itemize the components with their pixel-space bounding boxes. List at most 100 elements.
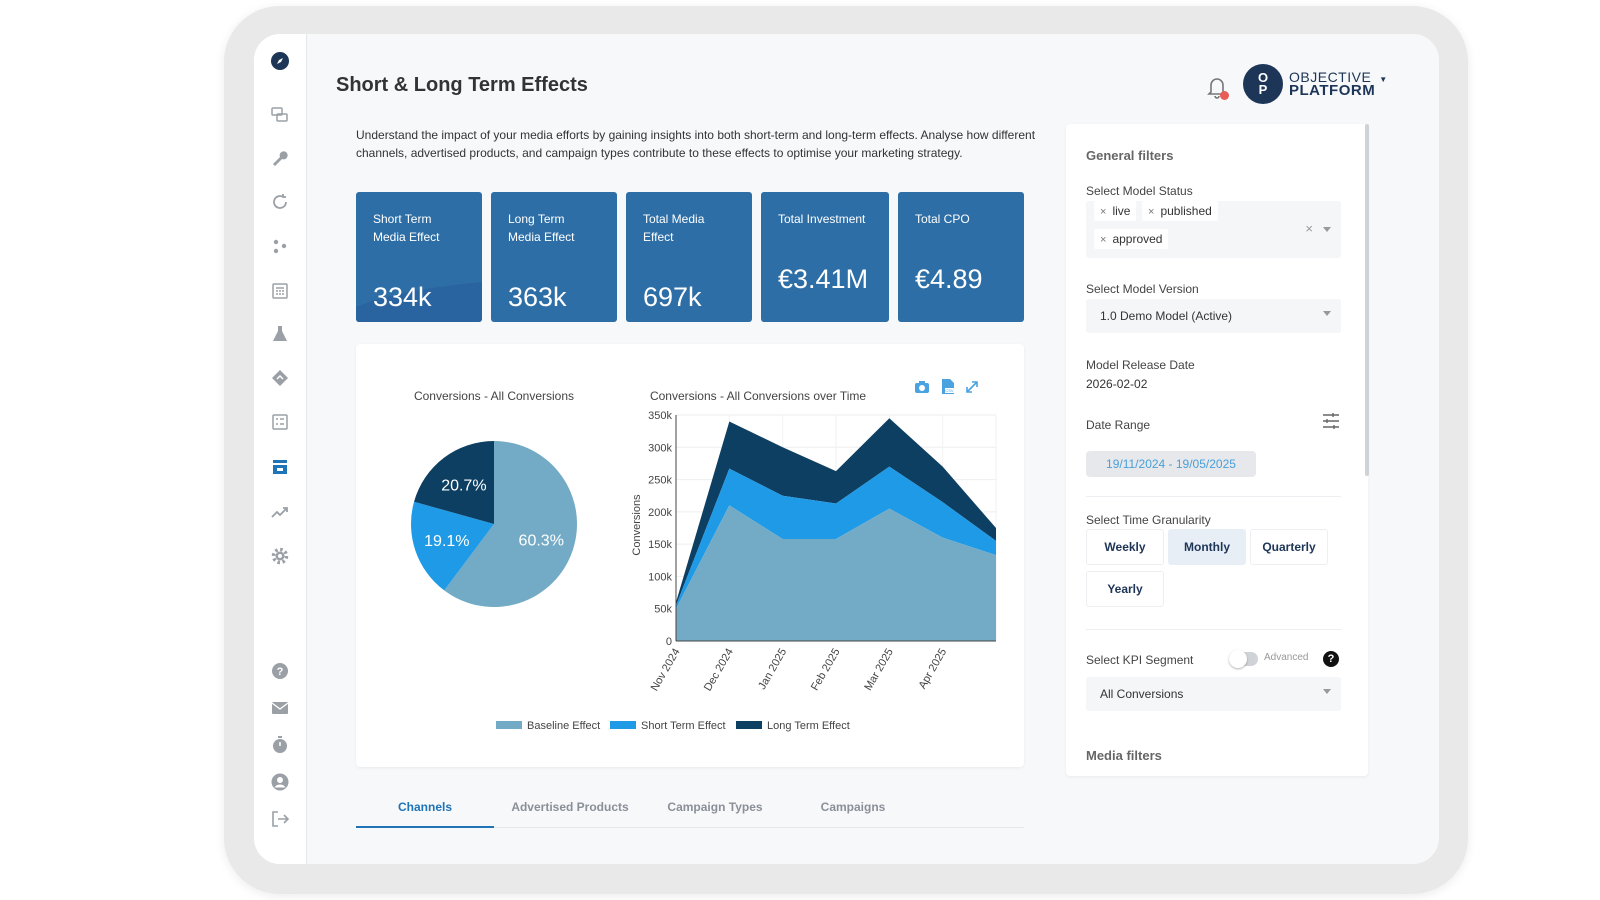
pie-label: 20.7% bbox=[441, 477, 486, 494]
kpi-value: 697k bbox=[643, 282, 702, 312]
pie-slice[interactable] bbox=[411, 501, 494, 591]
refresh-icon[interactable] bbox=[269, 191, 291, 213]
release-date-value: 2026-02-02 bbox=[1086, 377, 1148, 391]
clear-icon[interactable]: × bbox=[1305, 221, 1313, 236]
pie-slice[interactable] bbox=[414, 441, 494, 524]
area-chart: 0 50k 100k 150k 200k 250k 300k 350k Nov 2024 Dec … bbox=[648, 410, 997, 694]
notification-dot bbox=[1220, 91, 1229, 100]
gear-icon[interactable] bbox=[269, 545, 291, 567]
flask-icon[interactable] bbox=[269, 323, 291, 345]
legend-swatch bbox=[496, 721, 522, 729]
trend-icon[interactable] bbox=[269, 501, 291, 523]
page-title: Short & Long Term Effects bbox=[336, 74, 588, 96]
tab-advertised-products[interactable]: Advertised Products bbox=[511, 800, 629, 814]
chip-approved[interactable]: × approved bbox=[1094, 229, 1169, 249]
model-version-label: Select Model Version bbox=[1086, 282, 1199, 296]
y-tick-label: 150k bbox=[648, 539, 672, 551]
pie-label: 19.1% bbox=[424, 533, 469, 550]
user-icon[interactable] bbox=[269, 771, 291, 793]
x-tick-label: Nov 2024 bbox=[649, 647, 683, 694]
logout-icon[interactable] bbox=[269, 808, 291, 830]
pie-label: 60.3% bbox=[519, 533, 564, 550]
kpi-value: €3.41M bbox=[778, 264, 869, 294]
y-tick-label: 250k bbox=[648, 475, 672, 487]
timer-icon[interactable] bbox=[269, 734, 291, 756]
tab-channels[interactable]: Channels bbox=[356, 792, 494, 828]
wrench-icon[interactable] bbox=[269, 147, 291, 169]
remove-chip-icon[interactable]: × bbox=[1148, 206, 1155, 218]
legend-label[interactable]: Long Term Effect bbox=[767, 720, 850, 732]
legend-label[interactable]: Short Term Effect bbox=[641, 720, 726, 732]
tab-campaigns[interactable]: Campaigns bbox=[820, 800, 886, 814]
granularity-yearly[interactable]: Yearly bbox=[1086, 571, 1164, 607]
help-icon[interactable]: ? bbox=[1323, 651, 1339, 667]
kpi-card-total-cpo: Total CPO €4.89 bbox=[898, 192, 1024, 322]
model-status-select[interactable]: × live × published × approved × bbox=[1086, 201, 1341, 258]
area-series[interactable] bbox=[676, 505, 996, 641]
y-tick-label: 100k bbox=[648, 571, 672, 583]
chevron-down-icon[interactable]: ▼ bbox=[1379, 74, 1388, 84]
chevron-down-icon[interactable] bbox=[1323, 689, 1331, 694]
tab-campaign-types[interactable]: Campaign Types bbox=[667, 800, 763, 814]
area-series[interactable] bbox=[676, 466, 996, 609]
granularity-quarterly[interactable]: Quarterly bbox=[1250, 529, 1328, 565]
kpi-value: 334k bbox=[373, 282, 432, 312]
date-range-label: Date Range bbox=[1086, 418, 1151, 432]
area-series[interactable] bbox=[676, 418, 996, 606]
legend-label[interactable]: Baseline Effect bbox=[527, 720, 600, 732]
remove-chip-icon[interactable]: × bbox=[1100, 234, 1107, 246]
x-tick-label: Jan 2025 bbox=[756, 647, 789, 692]
release-date-label: Model Release Date bbox=[1086, 358, 1195, 372]
sliders-icon[interactable] bbox=[1322, 412, 1340, 430]
store-icon[interactable] bbox=[269, 456, 291, 478]
x-tick-label: Mar 2025 bbox=[862, 647, 896, 693]
mail-icon[interactable] bbox=[269, 697, 291, 719]
charts-card: Conversions - All Conversions 60.3% 19.1%… bbox=[356, 344, 1024, 767]
compass-icon[interactable] bbox=[269, 50, 291, 72]
diamond-icon[interactable] bbox=[269, 367, 291, 389]
general-filters-title: General filters bbox=[1086, 148, 1174, 163]
download-csv-icon[interactable]: CSV bbox=[942, 379, 954, 394]
x-tick-label: Apr 2025 bbox=[917, 647, 950, 692]
chart-toolbar: CSV bbox=[915, 379, 978, 394]
page-intro: Understand the impact of your media effo… bbox=[356, 128, 1036, 160]
bell-icon[interactable] bbox=[1205, 74, 1229, 100]
filters-scrollbar[interactable] bbox=[1365, 124, 1369, 476]
granularity-weekly[interactable]: Weekly bbox=[1086, 529, 1164, 565]
kpi-segment-label: Select KPI Segment bbox=[1086, 653, 1194, 667]
camera-icon[interactable] bbox=[915, 381, 929, 393]
x-tick-label: Dec 2024 bbox=[702, 647, 736, 694]
svg-text:?: ? bbox=[277, 666, 284, 678]
list-icon[interactable] bbox=[269, 411, 291, 433]
nodes-icon[interactable] bbox=[269, 235, 291, 257]
kpi-card-total-media: Total Media Effect 697k bbox=[626, 192, 752, 322]
remove-chip-icon[interactable]: × bbox=[1100, 206, 1107, 218]
svg-text:CSV: CSV bbox=[945, 388, 954, 393]
help-icon[interactable]: ? bbox=[269, 660, 291, 682]
granularity-label: Select Time Granularity bbox=[1086, 513, 1211, 527]
legend-swatch bbox=[610, 721, 636, 729]
expand-icon[interactable] bbox=[966, 381, 978, 393]
advanced-toggle[interactable] bbox=[1229, 650, 1258, 668]
chevron-down-icon[interactable] bbox=[1323, 227, 1331, 232]
chip-published[interactable]: × published bbox=[1142, 201, 1218, 221]
pie-slice[interactable] bbox=[444, 441, 577, 607]
model-version-select[interactable]: 1.0 Demo Model (Active) bbox=[1086, 299, 1341, 333]
granularity-monthly[interactable]: Monthly bbox=[1168, 529, 1246, 565]
pie-title: Conversions - All Conversions bbox=[414, 389, 574, 403]
advanced-label: Advanced bbox=[1264, 652, 1309, 663]
chevron-down-icon[interactable] bbox=[1323, 311, 1331, 316]
pie-chart: 60.3% 19.1% 20.7% bbox=[411, 441, 577, 607]
calculator-icon[interactable] bbox=[269, 280, 291, 302]
media-filters-title: Media filters bbox=[1086, 748, 1162, 763]
kpi-value: 363k bbox=[508, 282, 567, 312]
chip-live[interactable]: × live bbox=[1094, 201, 1137, 221]
kpi-segment-select[interactable]: All Conversions bbox=[1086, 677, 1341, 711]
chat-icon[interactable] bbox=[269, 104, 291, 126]
y-tick-label: 50k bbox=[654, 604, 672, 616]
date-range-input[interactable]: 19/11/2024 - 19/05/2025 bbox=[1086, 451, 1256, 477]
